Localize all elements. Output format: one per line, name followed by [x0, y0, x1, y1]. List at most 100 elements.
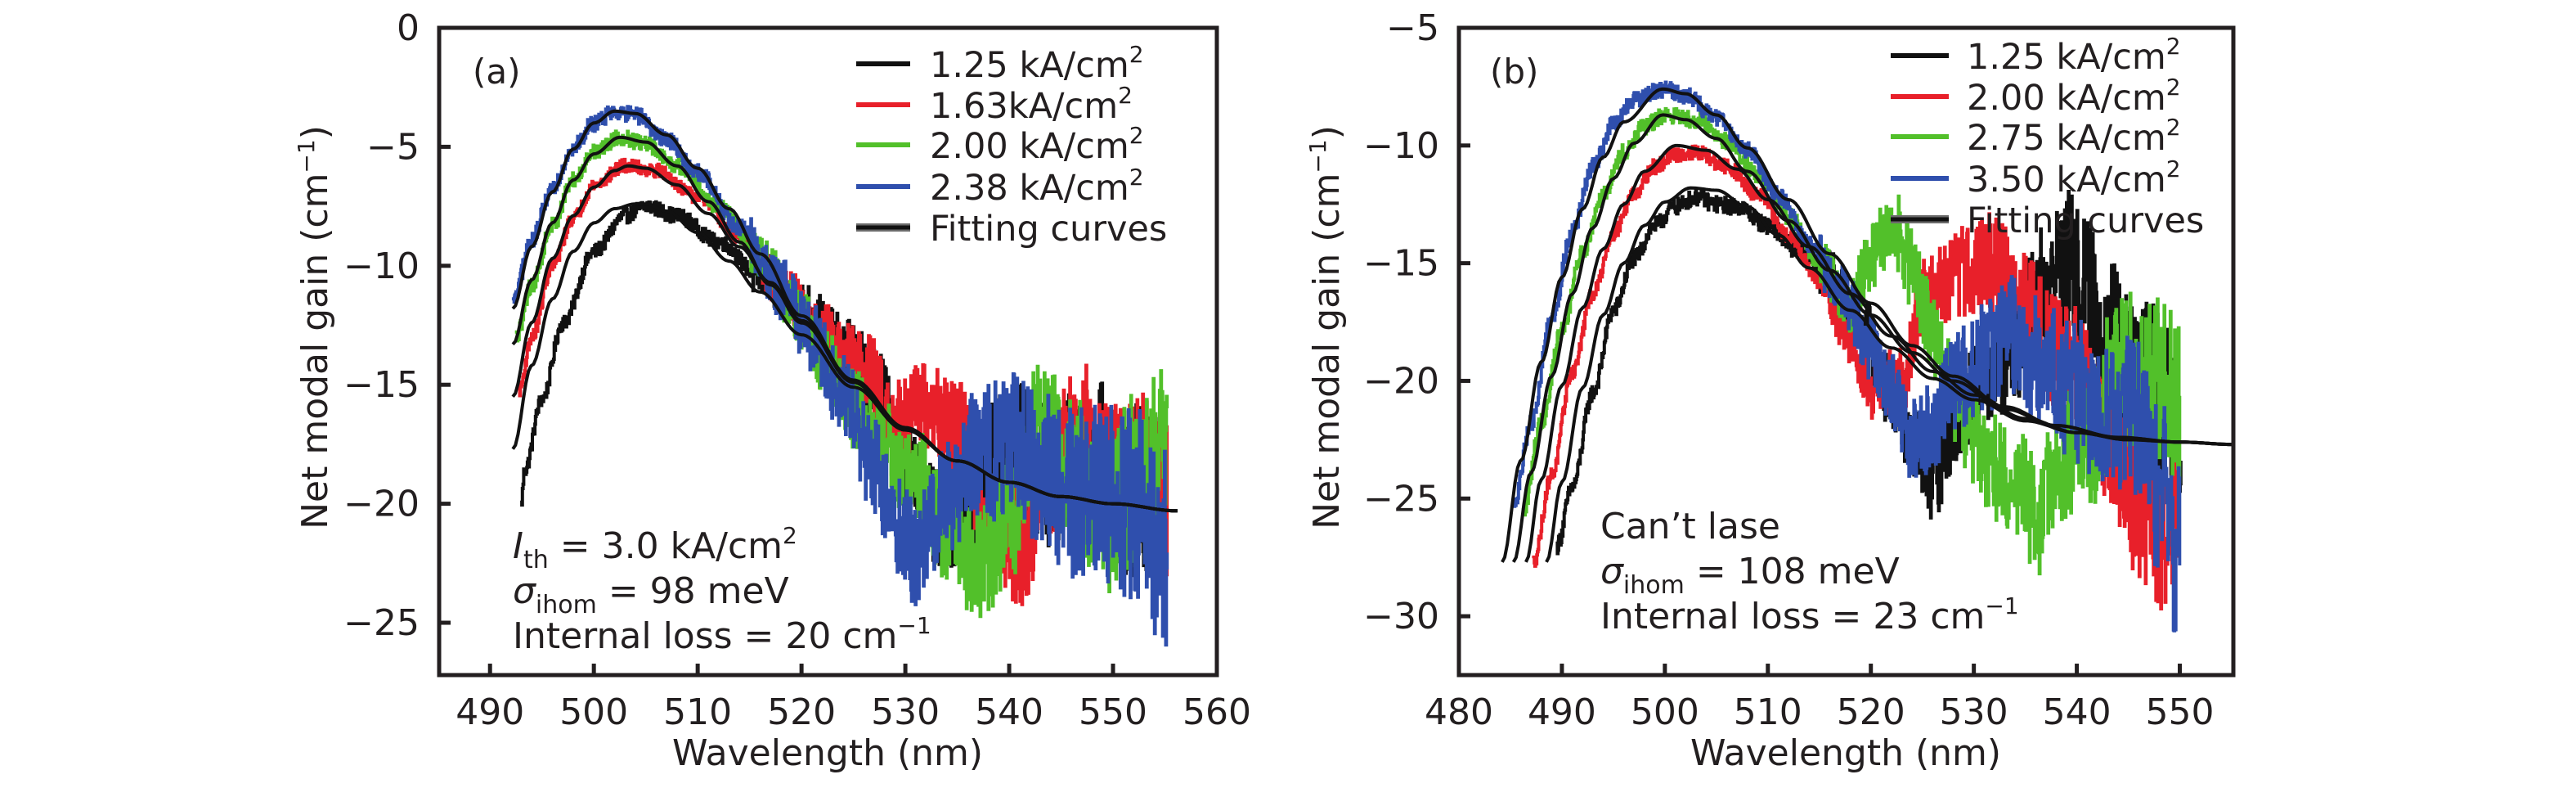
legend-item: 3.50 kA/cm2: [1891, 155, 2181, 200]
legend-label-sup: 2: [1129, 122, 1144, 149]
y-tick-label: −30: [1363, 596, 1439, 637]
x-tick-label: 500: [1631, 691, 1699, 733]
panel-a-y-axis-label-close: ): [294, 125, 336, 139]
panel-a-x-axis-label: Wavelength (nm): [672, 732, 983, 774]
legend-label-sup: 2: [1118, 82, 1133, 109]
fitting-curve-3-50-ka-cm2: [1501, 87, 2233, 563]
legend-label-sup: 2: [2166, 33, 2181, 60]
legend-label-sup: 2: [2166, 155, 2181, 182]
measured-series-3-50-ka-cm2: [1512, 80, 2182, 633]
y-tick-label: −10: [1363, 125, 1439, 167]
panel-b-plot-frame: [1456, 25, 2236, 678]
y-tick-label: 0: [397, 7, 420, 49]
legend-item: 1.63kA/cm2: [856, 82, 1133, 127]
legend-label-main: Fitting curves: [1967, 200, 2204, 241]
legend-label: 1.25 kA/cm2: [1967, 33, 2181, 78]
y-tick-label: −15: [343, 364, 420, 406]
panel-a-series-layer: [511, 105, 1178, 647]
annotation-line: Internal loss = 20 cm−1: [513, 612, 931, 657]
legend-label-sup: 2: [2166, 74, 2181, 101]
legend-item: 2.00 kA/cm2: [856, 122, 1144, 167]
panel-a-y-axis-label: Net modal gain (cm−1): [293, 125, 336, 529]
panel-b-y-axis-label-main: Net modal gain (cm: [1306, 173, 1348, 529]
x-tick-label: 560: [1183, 691, 1251, 733]
annotation-sub: th: [523, 546, 549, 574]
annotation-rest: = 98 meV: [597, 570, 789, 612]
legend-label-main: 2.00 kA/cm: [930, 126, 1129, 167]
legend-item: Fitting curves: [856, 209, 1167, 250]
legend-label-main: 3.50 kA/cm: [1967, 160, 2166, 200]
panel-b-ticks: 480 490 500 510 520 530 540 550 −5 −10 −15 −20 −25 −3…: [1363, 7, 2214, 733]
x-tick-label: 550: [1079, 691, 1147, 733]
legend-label: 2.00 kA/cm2: [930, 122, 1144, 167]
legend-label-main: 2.75 kA/cm: [1967, 118, 2166, 159]
x-tick-label: 520: [1837, 691, 1905, 733]
panel-b-label: (b): [1490, 52, 1538, 92]
y-tick-label: −10: [343, 245, 420, 287]
x-tick-label: 490: [1528, 691, 1596, 733]
annotation-line: σihom = 98 meV: [513, 570, 789, 619]
legend-label: 2.75 kA/cm2: [1967, 114, 2181, 159]
legend-label-sup: 2: [2166, 114, 2181, 141]
measured-series-1-25-ka-cm2: [1555, 187, 2183, 556]
legend-item: 1.25 kA/cm2: [856, 41, 1144, 86]
legend-label: 2.00 kA/cm2: [1967, 74, 2181, 119]
legend-label-main: 2.00 kA/cm: [1967, 78, 2166, 119]
panel-a-y-axis-label-main: Net modal gain (cm: [294, 173, 336, 529]
x-tick-label: 510: [1734, 691, 1802, 733]
annotation-main: σ: [513, 570, 536, 612]
annotation-line: Ith = 3.0 kA/cm2: [513, 522, 797, 574]
panel-b-x-axis-label: Wavelength (nm): [1690, 732, 2001, 774]
legend-label-main: Fitting curves: [930, 209, 1167, 250]
legend-label: 1.63kA/cm2: [930, 82, 1133, 127]
x-tick-label: 550: [2146, 691, 2215, 733]
x-tick-label: 510: [663, 691, 732, 733]
legend-label-sup: 2: [1129, 164, 1144, 191]
annotation-sub: ihom: [536, 591, 597, 619]
x-tick-label: 490: [456, 691, 524, 733]
fitting-curve-2-38-ka-cm2: [511, 109, 1178, 513]
annotation-main: Internal loss = 20 cm: [513, 615, 897, 657]
legend-label-main: 1.25 kA/cm: [930, 45, 1129, 86]
annotation-rest: = 108 meV: [1685, 551, 1900, 592]
legend-item: 2.38 kA/cm2: [856, 164, 1144, 209]
annotation-main: σ: [1600, 551, 1624, 592]
x-tick-label: 530: [1940, 691, 2008, 733]
panel-a-plot-frame: [437, 25, 1219, 678]
x-tick-label: 540: [2043, 691, 2112, 733]
legend-label: 3.50 kA/cm2: [1967, 155, 2181, 200]
panel-b-series-layer: [1501, 80, 2233, 633]
legend-label: Fitting curves: [930, 209, 1167, 250]
legend-label: 2.38 kA/cm2: [930, 164, 1144, 209]
y-tick-label: −15: [1363, 243, 1439, 285]
panel-b-y-axis-label: Net modal gain (cm−1): [1304, 125, 1348, 529]
annotation-sup: −1: [897, 612, 931, 639]
annotation-sup: −1: [1985, 592, 2018, 619]
x-tick-label: 540: [975, 691, 1043, 733]
panel-b-y-axis-label-sup: −1: [1304, 139, 1331, 173]
legend-label: 1.25 kA/cm2: [930, 41, 1144, 86]
y-tick-label: −20: [343, 484, 420, 525]
annotation-sub: ihom: [1623, 571, 1685, 600]
y-tick-label: −25: [343, 602, 420, 644]
legend-label-main: 1.25 kA/cm: [1967, 37, 2166, 78]
x-tick-label: 520: [767, 691, 836, 733]
annotation-line: Internal loss = 23 cm−1: [1600, 592, 2019, 637]
legend-item: 1.25 kA/cm2: [1891, 33, 2181, 78]
annotation-main: I: [513, 525, 523, 567]
legend-item: 2.00 kA/cm2: [1891, 74, 2181, 119]
panel-a: 490 500 510 520 530 540 550 5600−5−10−15−20−25 …: [293, 7, 1251, 774]
y-tick-label: −5: [1386, 7, 1439, 49]
measured-series-2-38-ka-cm2: [511, 105, 1169, 647]
annotation-main: Can’t lase: [1600, 506, 1780, 547]
legend-item: Fitting curves: [1891, 200, 2204, 241]
legend-label-main: 1.63kA/cm: [930, 86, 1118, 127]
legend-label-sup: 2: [1129, 41, 1144, 68]
legend-label: Fitting curves: [1967, 200, 2204, 241]
panel-a-ticks: 490 500 510 520 530 540 550 560 0 −5 −10 −15 −20 −25: [343, 7, 1251, 733]
y-tick-label: −20: [1363, 360, 1439, 402]
